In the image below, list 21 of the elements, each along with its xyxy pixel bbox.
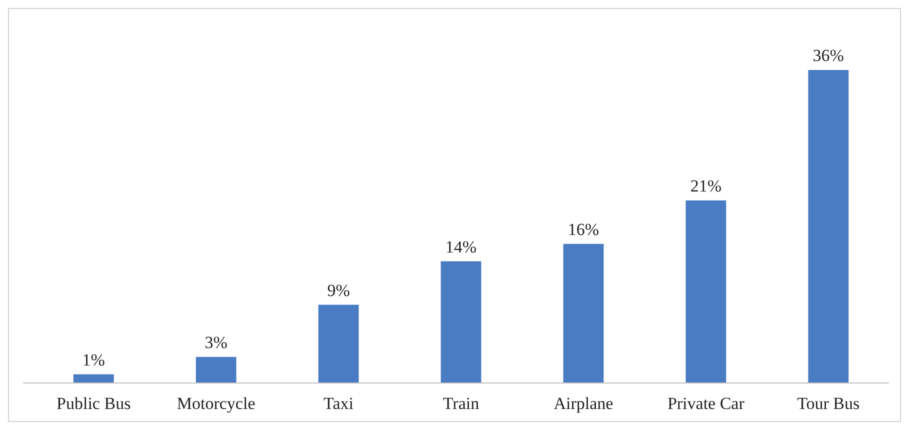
data-label: 16% <box>568 220 600 239</box>
data-label: 3% <box>204 332 228 352</box>
bar <box>686 200 726 383</box>
bar <box>318 304 359 383</box>
x-tick-label: Tour Bus <box>797 394 860 413</box>
x-tick-label: Airplane <box>554 394 614 413</box>
x-tick-label: Motorcycle <box>176 394 256 413</box>
bar <box>563 244 604 383</box>
bar <box>73 374 114 383</box>
x-tick-label: Taxi <box>324 394 354 413</box>
data-label: 1% <box>82 350 105 370</box>
data-label: 14% <box>445 237 477 256</box>
data-label: 36% <box>812 46 844 65</box>
bar <box>808 70 849 383</box>
x-tick-label: Train <box>442 394 480 413</box>
bar <box>196 356 236 383</box>
x-tick-label: Public Bus <box>56 394 131 413</box>
bar <box>440 261 482 383</box>
data-label: 9% <box>327 280 350 300</box>
data-label: 21% <box>690 176 722 196</box>
x-tick-label: Private Car <box>667 394 745 413</box>
